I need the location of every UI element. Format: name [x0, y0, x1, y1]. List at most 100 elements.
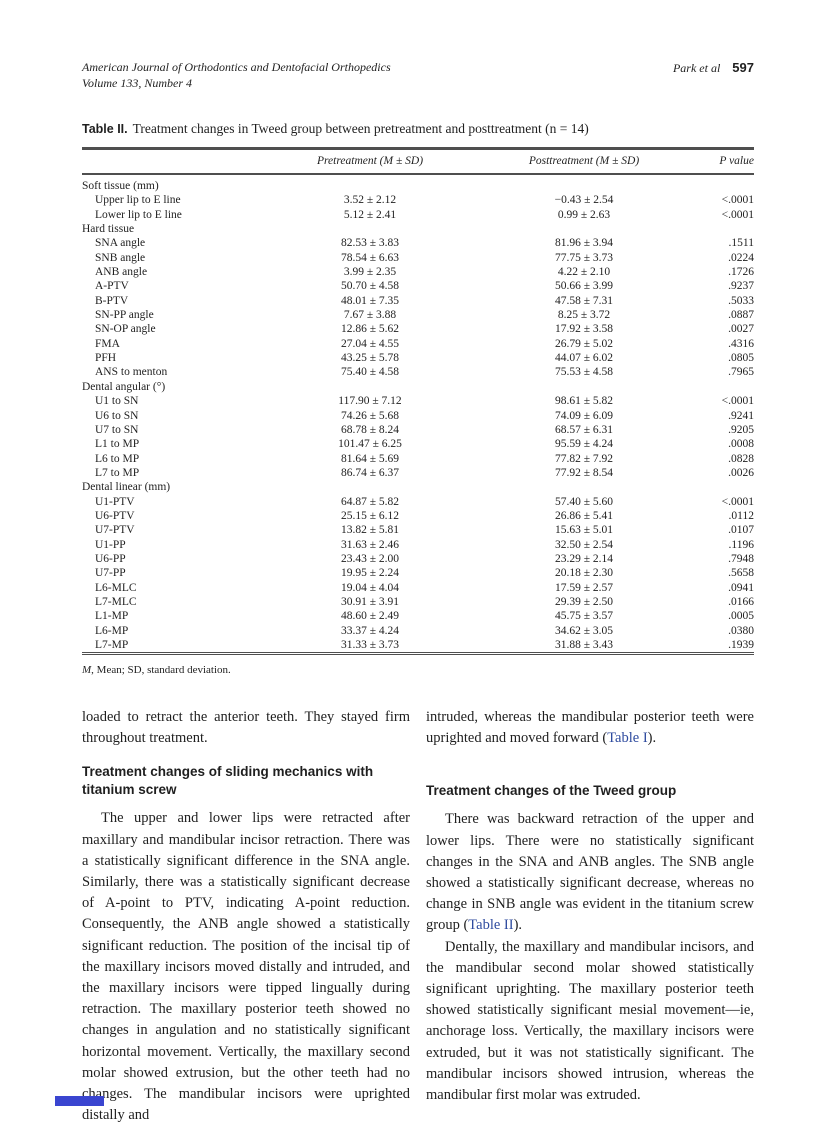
- table-row: U6-PP 23.43 ± 2.00 23.29 ± 2.14 .7948: [82, 552, 754, 566]
- table-row: Upper lip to E line 3.52 ± 2.12 −0.43 ± 2.…: [82, 193, 754, 207]
- body-paragraph: There was backward retraction of the upp…: [426, 811, 754, 934]
- row-label: FMA: [95, 337, 120, 350]
- posttreatment-value: 74.09 ± 6.09: [554, 409, 614, 422]
- row-label: U6-PTV: [95, 509, 135, 522]
- row-label: U1-PP: [95, 538, 126, 551]
- p-value: .7965: [728, 366, 754, 379]
- pretreatment-value: 3.52 ± 2.12: [343, 194, 397, 207]
- posttreatment-value: 20.18 ± 2.30: [554, 567, 614, 580]
- pretreatment-value: 5.12 ± 2.41: [343, 208, 397, 221]
- table-section-row: Dental linear (mm): [82, 480, 754, 494]
- p-value: .1939: [728, 639, 754, 651]
- pretreatment-value: 68.78 ± 8.24: [340, 423, 400, 436]
- row-label: U1-PTV: [95, 495, 135, 508]
- posttreatment-value: 4.22 ± 2.10: [557, 266, 611, 279]
- table-section-row: Dental angular (°): [82, 380, 754, 394]
- p-value: .0026: [728, 466, 754, 479]
- running-authors: Park et al: [672, 61, 721, 75]
- table-row: Lower lip to E line 5.12 ± 2.41 0.99 ± 2.6…: [82, 208, 754, 222]
- p-value: .4316: [728, 337, 754, 350]
- column-header-pvalue: P value: [682, 148, 754, 175]
- journal-volume: Volume 133, Number 4: [82, 75, 192, 90]
- body-paragraph: The upper and lower lips were retracted …: [82, 810, 410, 1124]
- table-row: U7-PP 19.95 ± 2.24 20.18 ± 2.30 .5658: [82, 566, 754, 580]
- posttreatment-value: 26.79 ± 5.02: [554, 337, 614, 350]
- left-column: loaded to retract the anterior teeth. Th…: [82, 707, 410, 1126]
- table-crossref-link[interactable]: Table II: [468, 917, 514, 934]
- table-section-label: Hard tissue: [82, 223, 135, 236]
- row-label: U6 to SN: [95, 409, 139, 422]
- table-row: SNA angle 82.53 ± 3.83 81.96 ± 3.94 .1511: [82, 236, 754, 250]
- p-value: <.0001: [721, 495, 754, 508]
- p-value: <.0001: [721, 395, 754, 408]
- table-row: U6 to SN 74.26 ± 5.68 74.09 ± 6.09 .9241: [82, 409, 754, 423]
- table-section-label: Dental angular (°): [82, 380, 166, 393]
- posttreatment-value: 81.96 ± 3.94: [554, 237, 614, 250]
- posttreatment-value: 32.50 ± 2.54: [554, 538, 614, 551]
- table-crossref-link[interactable]: Table I: [607, 730, 648, 747]
- pretreatment-value: 31.33 ± 3.73: [340, 639, 400, 651]
- treatment-changes-table: Pretreatment (M ± SD) Posttreatment (M ±…: [82, 147, 754, 656]
- table-row: SNB angle 78.54 ± 6.63 77.75 ± 3.73 .0224: [82, 251, 754, 265]
- table-row: L1 to MP 101.47 ± 6.25 95.59 ± 4.24 .0008: [82, 437, 754, 451]
- row-label: L7 to MP: [95, 466, 140, 479]
- pretreatment-value: 48.60 ± 2.49: [340, 610, 400, 623]
- table-title: Treatment changes in Tweed group between…: [132, 121, 589, 136]
- pretreatment-value: 48.01 ± 7.35: [340, 294, 400, 307]
- pretreatment-value: 30.91 ± 3.91: [340, 595, 400, 608]
- journal-title: American Journal of Orthodontics and Den…: [82, 60, 391, 74]
- posttreatment-value: 15.63 ± 5.01: [554, 524, 614, 537]
- posttreatment-value: 47.58 ± 7.31: [554, 294, 614, 307]
- posttreatment-value: −0.43 ± 2.54: [554, 194, 614, 207]
- table-row: L6-MP 33.37 ± 4.24 34.62 ± 3.05 .0380: [82, 624, 754, 638]
- row-label: Upper lip to E line: [95, 194, 181, 207]
- body-paragraph: Dentally, the maxillary and mandibular i…: [426, 938, 754, 1104]
- row-label: L7-MLC: [95, 595, 137, 608]
- table-section-row: Soft tissue (mm): [82, 174, 754, 193]
- table-row: PFH 43.25 ± 5.78 44.07 ± 6.02 .0805: [82, 351, 754, 365]
- pretreatment-value: 81.64 ± 5.69: [340, 452, 400, 465]
- posttreatment-value: 0.99 ± 2.63: [557, 208, 611, 221]
- pretreatment-value: 86.74 ± 6.37: [340, 466, 400, 479]
- pretreatment-value: 13.82 ± 5.81: [340, 524, 400, 537]
- posttreatment-value: 98.61 ± 5.82: [554, 395, 614, 408]
- posttreatment-value: 50.66 ± 3.99: [554, 280, 614, 293]
- pretreatment-value: 117.90 ± 7.12: [338, 395, 402, 408]
- table-row: L7-MLC 30.91 ± 3.91 29.39 ± 2.50 .0166: [82, 595, 754, 609]
- page-number: 597: [732, 60, 754, 75]
- row-label: U6-PP: [95, 552, 126, 565]
- section-heading: Treatment changes of the Tweed group: [426, 783, 677, 799]
- row-label: L6 to MP: [95, 452, 140, 465]
- table-row: ANB angle 3.99 ± 2.35 4.22 ± 2.10 .1726: [82, 265, 754, 279]
- row-label: SNA angle: [95, 237, 146, 250]
- pretreatment-value: 19.95 ± 2.24: [340, 567, 400, 580]
- column-header-pretreatment: Pretreatment (M ± SD): [254, 148, 486, 175]
- row-label: B-PTV: [95, 294, 129, 307]
- posttreatment-value: 68.57 ± 6.31: [554, 423, 614, 436]
- running-head-right: Park et al 597: [673, 60, 754, 77]
- row-label: U1 to SN: [95, 395, 139, 408]
- pretreatment-value: 31.63 ± 2.46: [340, 538, 400, 551]
- p-value: .1196: [728, 538, 754, 551]
- p-value: .0107: [728, 524, 754, 537]
- pretreatment-value: 19.04 ± 4.04: [340, 581, 400, 594]
- p-value: <.0001: [721, 208, 754, 221]
- p-value: .0027: [728, 323, 754, 336]
- p-value: .5658: [728, 567, 754, 580]
- posttreatment-value: 17.92 ± 3.58: [554, 323, 614, 336]
- p-value: .9237: [728, 280, 754, 293]
- table-row: U7 to SN 68.78 ± 8.24 68.57 ± 6.31 .9205: [82, 423, 754, 437]
- posttreatment-value: 44.07 ± 6.02: [554, 352, 614, 365]
- table-row: SN-OP angle 12.86 ± 5.62 17.92 ± 3.58 .0027: [82, 322, 754, 336]
- pretreatment-value: 50.70 ± 4.58: [340, 280, 400, 293]
- table-row: B-PTV 48.01 ± 7.35 47.58 ± 7.31 .5033: [82, 294, 754, 308]
- row-label: L1 to MP: [95, 438, 140, 451]
- table-row: SN-PP angle 7.67 ± 3.88 8.25 ± 3.72 .0887: [82, 308, 754, 322]
- posttreatment-value: 75.53 ± 4.58: [554, 366, 614, 379]
- p-value: .0166: [728, 595, 754, 608]
- posttreatment-value: 31.88 ± 3.43: [554, 639, 614, 651]
- row-label: U7-PP: [95, 567, 126, 580]
- table-row: U6-PTV 25.15 ± 6.12 26.86 ± 5.41 .0112: [82, 509, 754, 523]
- column-header-measurement: [82, 148, 254, 175]
- table-section-label: Soft tissue (mm): [82, 180, 159, 192]
